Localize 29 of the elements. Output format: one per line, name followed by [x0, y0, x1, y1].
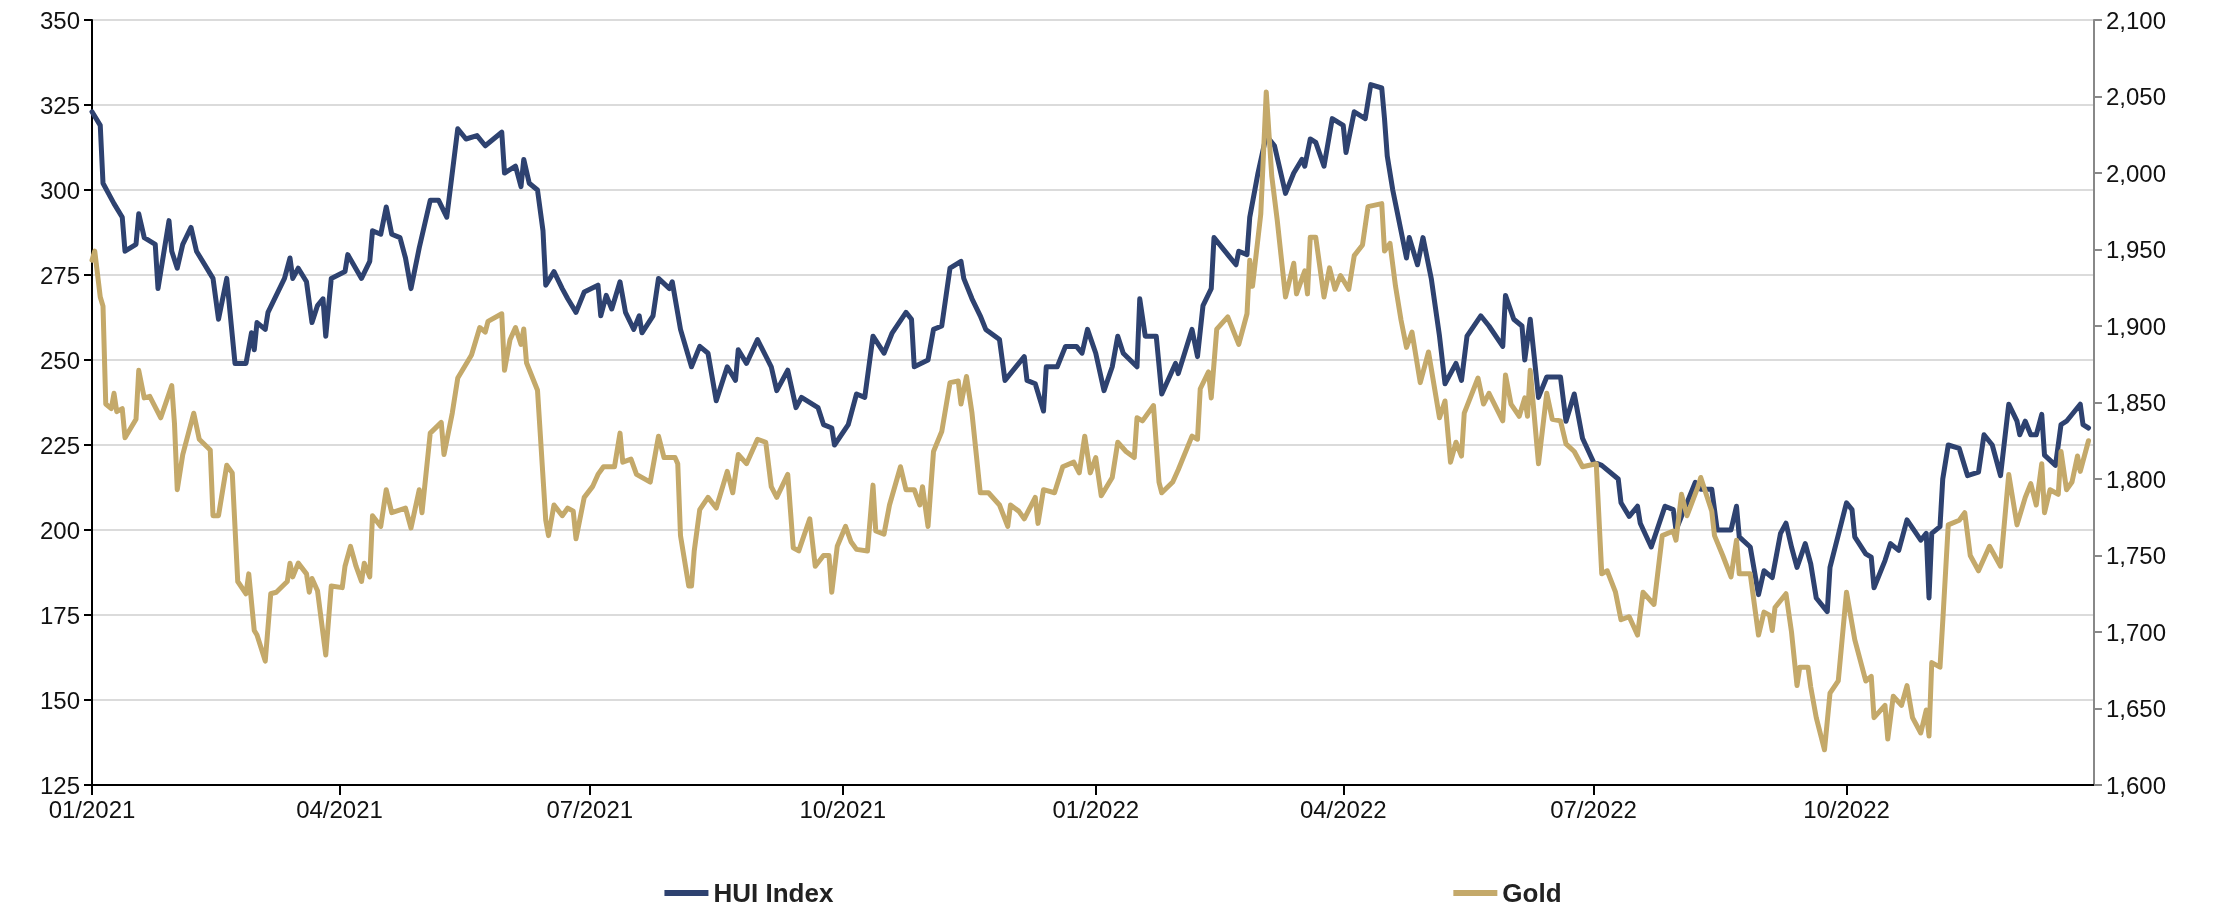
y2-tick-label: 1,750 [2106, 542, 2167, 569]
y2-tick-label: 2,100 [2106, 6, 2167, 34]
y2-tick-label: 1,700 [2106, 618, 2167, 646]
y2-tick-label: 1,950 [2106, 236, 2167, 263]
legend-label: Gold [1502, 878, 1562, 908]
y-tick-label: 250 [39, 346, 80, 374]
y-tick-label: 225 [39, 431, 80, 459]
y-tick-label: 200 [39, 516, 80, 544]
x-tick-label: 07/2022 [1550, 795, 1637, 823]
y2-tick-label: 1,600 [2106, 771, 2167, 799]
y-tick-label: 275 [39, 261, 80, 289]
y2-tick-label: 2,050 [2106, 83, 2167, 110]
y2-tick-label: 2,000 [2106, 159, 2167, 187]
legend-label: HUI Index [713, 878, 834, 908]
y-tick-label: 325 [39, 91, 80, 119]
y-tick-label: 150 [39, 686, 80, 714]
y2-tick-label: 1,650 [2106, 695, 2167, 722]
y-tick-label: 350 [39, 6, 80, 34]
y2-tick-label: 1,900 [2106, 312, 2167, 340]
x-tick-label: 10/2021 [799, 795, 887, 823]
y2-tick-label: 1,800 [2106, 465, 2167, 493]
x-tick-label: 04/2022 [1299, 795, 1387, 823]
y-tick-label: 175 [39, 601, 80, 629]
x-tick-label: 01/2022 [1052, 795, 1140, 823]
x-tick-label: 07/2021 [546, 795, 634, 823]
x-tick-label: 10/2022 [1803, 795, 1890, 823]
x-tick-label: 04/2021 [296, 795, 383, 823]
y-tick-label: 300 [39, 176, 80, 204]
y2-tick-label: 1,850 [2106, 389, 2167, 416]
